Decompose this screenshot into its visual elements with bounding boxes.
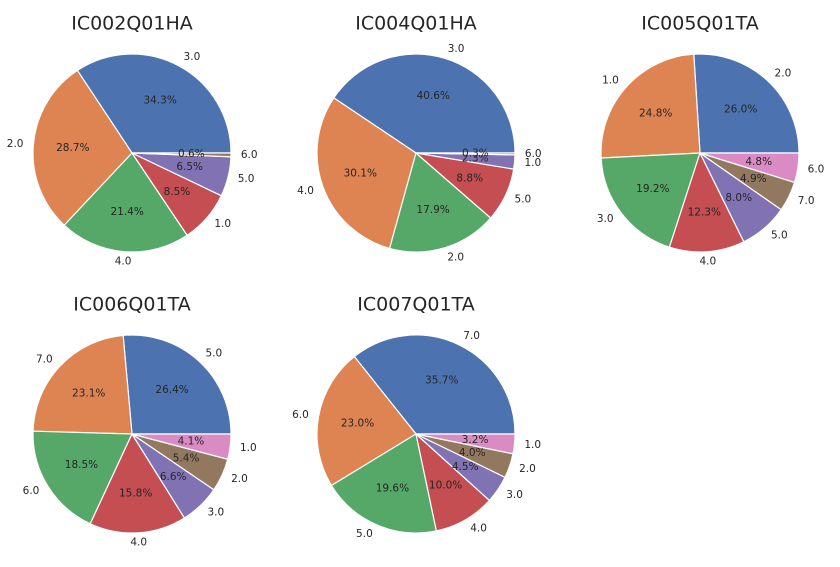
pie-chart-3: IC005Q01TA 26.0% 2.0 24.8% 1.0 19.2% 3.0 12.3% 4… [597, 13, 825, 268]
slice-category-label: 7.0 [798, 195, 815, 207]
slice-percent-label: 26.0% [724, 104, 757, 116]
slice-percent-label: 3.2% [462, 434, 489, 446]
pie-chart-2: IC004Q01HA 40.6% 3.0 30.1% 4.0 17.9% 2.0 8.8% 5.… [297, 13, 541, 264]
slice-category-label: 5.0 [238, 173, 255, 185]
pie-title: IC007Q01TA [357, 294, 474, 316]
slice-percent-label: 0.6% [178, 148, 205, 160]
slice-percent-label: 21.4% [110, 206, 143, 218]
slice-category-label: 1.0 [602, 74, 619, 86]
pie-title: IC004Q01HA [355, 13, 477, 35]
slice-percent-label: 4.9% [740, 173, 767, 185]
slice-percent-label: 2.3% [462, 152, 489, 164]
pie-slice [415, 433, 516, 455]
slice-category-label: 3.0 [207, 507, 224, 519]
slice-percent-label: 4.1% [178, 436, 205, 448]
pie-slice [668, 151, 745, 253]
slice-category-label: 1.0 [240, 442, 257, 454]
slice-percent-label: 19.6% [376, 483, 409, 495]
slice-percent-label: 5.4% [173, 453, 200, 465]
slice-category-label: 7.0 [36, 353, 53, 365]
slice-category-label: 2.0 [7, 138, 24, 150]
slice-percent-label: 15.8% [119, 487, 152, 499]
pie-slice [600, 53, 701, 159]
slice-percent-label: 8.5% [164, 186, 191, 198]
slice-category-label: 3.0 [184, 51, 201, 63]
slice-percent-label: 0.3% [462, 148, 489, 160]
slice-category-label: 1.0 [214, 218, 231, 230]
slice-percent-label: 35.7% [425, 374, 458, 386]
slice-category-label: 6.0 [808, 163, 825, 175]
slice-percent-label: 8.0% [725, 192, 752, 204]
pie-chart-4: IC006Q01TA 26.4% 5.0 23.1% 7.0 18.5% 6.0 15.8% 4… [23, 294, 257, 549]
slice-percent-label: 40.6% [417, 90, 450, 102]
pie-slice [699, 152, 800, 184]
slice-percent-label: 4.5% [452, 461, 479, 473]
slice-percent-label: 4.8% [745, 156, 772, 168]
pie-slice [32, 334, 133, 435]
slice-category-label: 3.0 [506, 489, 523, 501]
pie-slice [388, 151, 492, 253]
pie-slice [316, 355, 417, 487]
slice-category-label: 2.0 [775, 68, 792, 80]
slice-percent-label: 10.0% [429, 480, 462, 492]
slice-percent-label: 18.5% [65, 459, 98, 471]
slice-category-label: 7.0 [463, 330, 480, 342]
slice-percent-label: 24.8% [639, 107, 672, 119]
pie-title: IC005Q01TA [641, 13, 758, 35]
slice-category-label: 3.0 [448, 43, 465, 55]
slice-category-label: 2.0 [519, 463, 536, 475]
slice-category-label: 1.0 [524, 439, 541, 451]
pie-slice [32, 69, 133, 227]
slice-category-label: 2.0 [447, 251, 464, 263]
pie-slice [330, 433, 438, 534]
pie-slice [600, 152, 701, 248]
slice-category-label: 5.0 [515, 193, 532, 205]
pie-slice [63, 152, 188, 253]
slice-percent-label: 17.9% [416, 204, 449, 216]
pie-slice [693, 53, 800, 154]
pie-slice [32, 430, 133, 525]
slice-percent-label: 34.3% [143, 95, 176, 107]
slice-percent-label: 23.0% [341, 418, 374, 430]
pie-title: IC006Q01TA [73, 294, 190, 316]
pie-slice [131, 433, 232, 460]
slice-category-label: 4.0 [297, 185, 314, 197]
slice-category-label: 6.0 [292, 409, 309, 421]
pie-chart-1: IC002Q01HA 34.3% 3.0 28.7% 2.0 21.4% 4.0 8.5% 1.… [7, 13, 258, 268]
pie-slice [89, 432, 186, 534]
slice-category-label: 4.0 [470, 522, 487, 534]
slice-percent-label: 6.5% [176, 161, 203, 173]
pie-slice [316, 97, 417, 250]
pie-title: IC002Q01HA [71, 13, 193, 35]
slice-category-label: 6.0 [23, 485, 40, 497]
pie-chart-5: IC007Q01TA 35.7% 7.0 23.0% 6.0 19.6% 5.0 10.0% 4… [292, 294, 541, 540]
slice-category-label: 4.0 [115, 256, 132, 268]
pie-slice [415, 152, 516, 156]
slice-percent-label: 4.0% [459, 447, 486, 459]
pie-slice [131, 152, 232, 158]
slice-percent-label: 6.6% [160, 471, 187, 483]
slice-percent-label: 30.1% [344, 168, 377, 180]
slice-category-label: 1.0 [524, 157, 541, 169]
slice-percent-label: 12.3% [688, 206, 721, 218]
pie-slice [353, 334, 516, 435]
slice-category-label: 4.0 [700, 256, 717, 268]
slice-percent-label: 23.1% [72, 387, 105, 399]
slice-category-label: 3.0 [597, 213, 614, 225]
slice-category-label: 4.0 [130, 537, 147, 549]
pie-slice [332, 53, 516, 154]
slice-category-label: 2.0 [231, 473, 248, 485]
slice-category-label: 6.0 [525, 148, 542, 160]
slice-category-label: 5.0 [771, 230, 788, 242]
slice-category-label: 5.0 [356, 528, 373, 540]
slice-percent-label: 8.8% [456, 172, 483, 184]
slice-percent-label: 28.7% [56, 142, 89, 154]
slice-percent-label: 19.2% [636, 183, 669, 195]
slice-category-label: 6.0 [241, 149, 258, 161]
slice-category-label: 5.0 [205, 348, 222, 360]
pie-slice [122, 334, 232, 435]
slice-percent-label: 26.4% [155, 384, 188, 396]
